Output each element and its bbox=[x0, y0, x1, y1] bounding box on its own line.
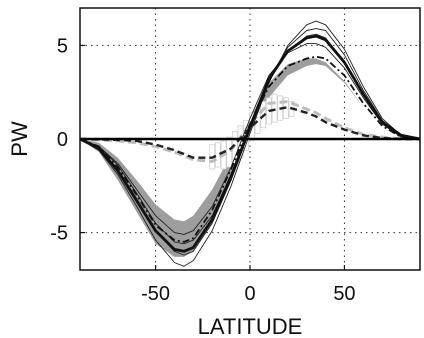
x-tick-label: -50 bbox=[141, 283, 170, 305]
y-tick-label: -5 bbox=[50, 223, 68, 245]
x-tick-label: 50 bbox=[333, 283, 355, 305]
error-bar bbox=[226, 136, 233, 168]
series-line-dashed bbox=[79, 105, 420, 159]
error-bar bbox=[271, 93, 278, 123]
error-bar bbox=[214, 142, 221, 168]
tick-labels: -50 0 50-505 bbox=[50, 35, 355, 305]
y-tick-label: 0 bbox=[57, 129, 68, 151]
y-tick-label: 5 bbox=[57, 35, 68, 57]
series-line-dash-dot bbox=[79, 55, 421, 243]
x-tick-label: 0 bbox=[244, 283, 255, 305]
series-lines bbox=[79, 20, 421, 267]
series-line-light-dashed bbox=[79, 100, 420, 163]
x-axis-label: LATITUDE bbox=[198, 314, 303, 338]
error-bars bbox=[209, 93, 295, 170]
series-line-upper-envelope bbox=[79, 20, 421, 267]
y-axis-label: PW bbox=[7, 121, 32, 157]
series-line-thick-solid bbox=[79, 34, 421, 253]
series-line-lower-envelope bbox=[79, 43, 421, 235]
tick-marks bbox=[80, 44, 346, 270]
